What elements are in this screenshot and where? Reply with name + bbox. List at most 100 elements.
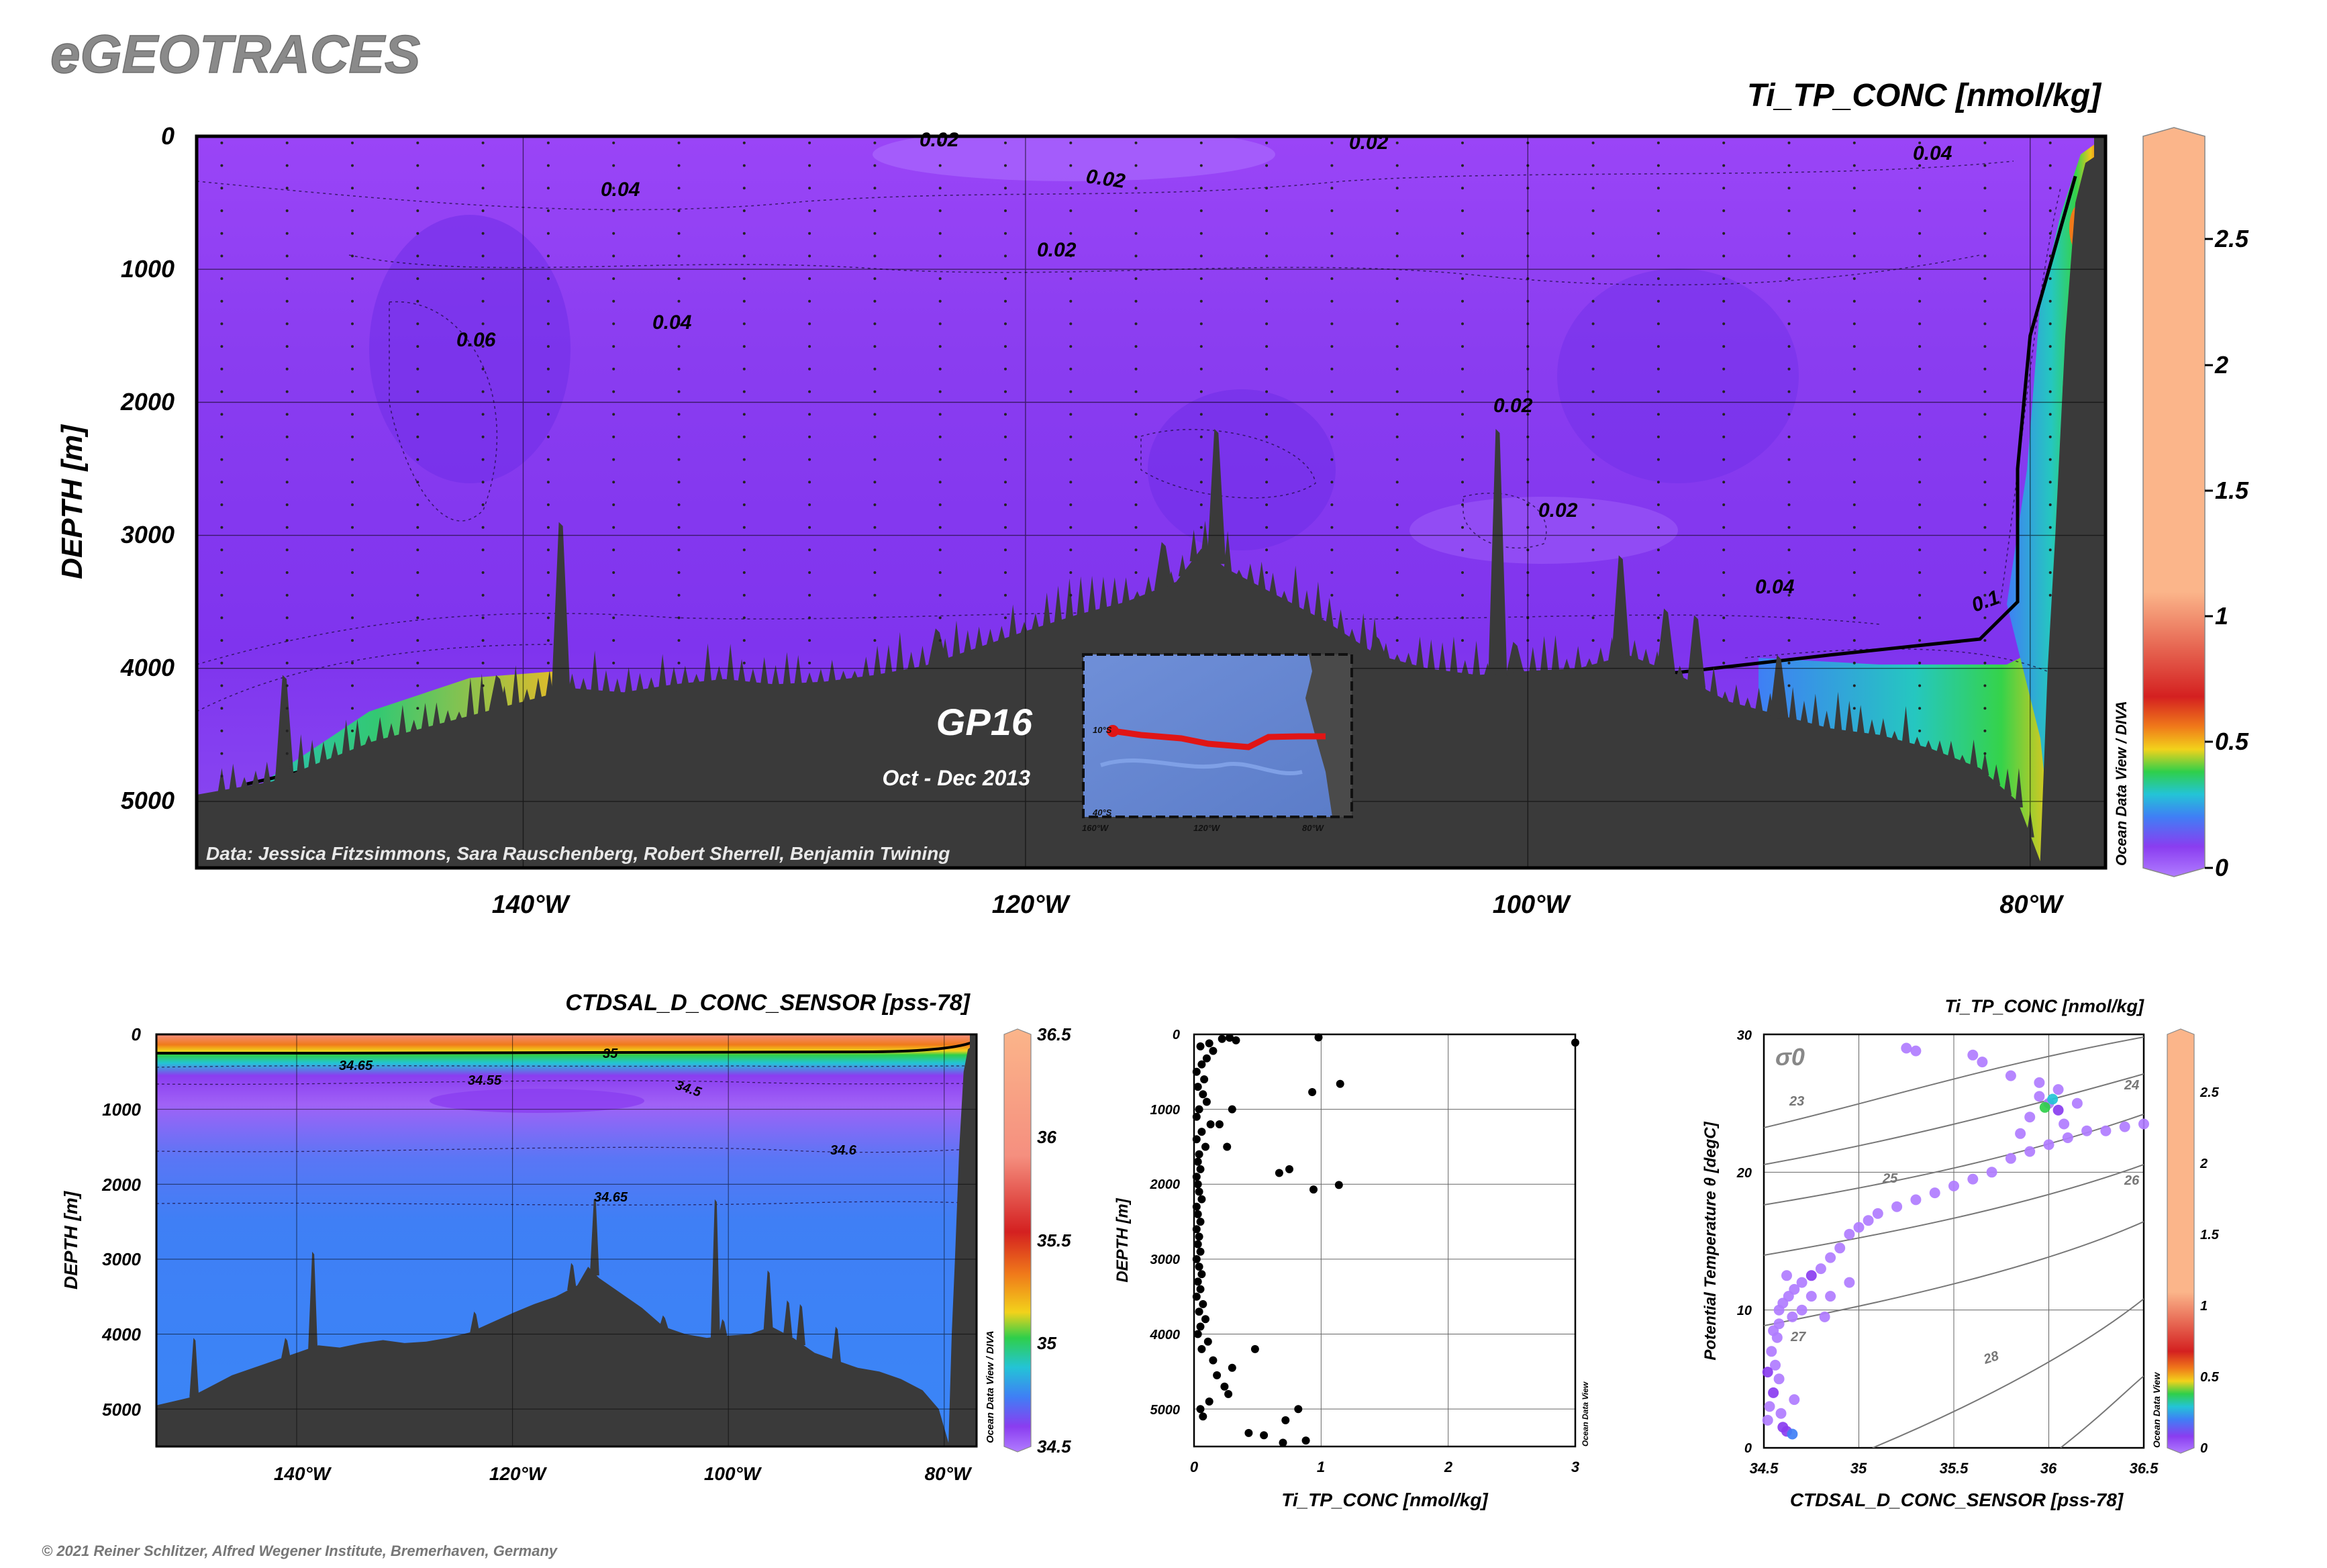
station-sample-dot [1591,503,1595,506]
ts-point [1967,1173,1979,1185]
seafloor-ridge-spike [1687,671,1695,685]
station-sample-dot [1918,593,1922,597]
station-sample-dot [1265,232,1269,235]
ti-blob [369,215,571,483]
station-sample-dot [1787,345,1791,348]
station-sample-dot [808,345,811,348]
seafloor-ridge-spike [1224,530,1232,573]
station-sample-dot [1330,435,1334,438]
colorbar-tick-label: 1 [2215,602,2228,630]
station-sample-dot [1395,299,1399,303]
station-sample-dot [351,458,354,461]
station-sample-dot [612,164,615,167]
salinity-contour-label: 34.55 [468,1073,502,1088]
station-sample-dot [1722,345,1726,348]
station-sample-dot [612,503,615,506]
station-sample-dot [1199,254,1203,258]
station-sample-dot [416,322,419,326]
ts-y-tick-label: 30 [1737,1028,1752,1043]
station-sample-dot [2048,187,2052,190]
station-sample-dot [1983,661,1987,665]
seafloor-ridge-spike [1528,646,1537,674]
seafloor-ridge-spike [229,763,238,791]
profile-point [1200,1075,1209,1083]
station-sample-dot [742,571,746,574]
station-sample-dot [612,299,615,303]
profile-point [1195,1187,1203,1196]
cruise-label: GP16 [936,701,1033,743]
ts-point [2071,1097,2083,1109]
station-sample-dots [220,141,2052,778]
profile-point [1232,1036,1240,1044]
station-sample-dot [285,299,289,303]
station-sample-dot [1983,435,1987,438]
station-sample-dot [351,639,354,642]
station-sample-dot [1656,141,1660,144]
station-sample-dot [1330,390,1334,393]
salinity-colorbar-tick-label: 36 [1037,1127,1056,1147]
ts-point [1819,1311,1830,1322]
profile-point [1199,1300,1207,1308]
contour-label: 0.06 [456,329,496,351]
station-sample-dot [1591,435,1595,438]
station-sample-dot [1918,254,1922,258]
inset-lat-label: 10°S [1093,725,1112,735]
salinity-odv-watermark: Ocean Data View / DIVA [985,1330,996,1443]
ts-odv-watermark: Ocean Data View [2151,1372,2162,1448]
ti-blob [1148,389,1336,550]
ts-x-tick-label: 36.5 [2130,1460,2159,1477]
station-sample-dot [1330,299,1334,303]
station-sample-dot [1395,526,1399,529]
station-sample-dot [1852,661,1856,665]
station-sample-dot [938,187,942,190]
station-sample-dot [1591,571,1595,574]
station-sample-dot [220,254,224,258]
station-sample-dot [416,661,419,665]
profile-point [1215,1120,1224,1128]
station-sample-dot [1852,503,1856,506]
seafloor-ridge-spike [1789,687,1797,722]
profile-point [1223,1142,1232,1151]
seafloor-ridge-spike [997,626,1006,642]
station-sample-dot [1918,684,1922,687]
station-sample-dot [677,164,681,167]
ts-point [1773,1318,1785,1330]
station-sample-dot [742,593,746,597]
station-sample-dot [1852,458,1856,461]
station-sample-dot [938,232,942,235]
station-sample-dot [481,661,485,665]
station-sample-dot [416,164,419,167]
station-sample-dot [1852,526,1856,529]
station-sample-dot [808,164,811,167]
station-sample-dot [1918,390,1922,393]
station-sample-dot [1983,413,1987,416]
station-sample-dot [481,277,485,281]
station-sample-dot [220,503,224,506]
seafloor-ridge-spike [1314,581,1322,620]
seafloor-ridge-spike [1269,573,1277,596]
station-sample-dot [1722,616,1726,620]
station-sample-dot [873,390,877,393]
station-sample-dot [546,345,550,348]
seafloor-ridge-spike [1110,577,1119,608]
profile-point [1202,1097,1211,1106]
station-sample-dot [1265,458,1269,461]
salinity-y-tick-label: 0 [132,1024,142,1044]
seafloor-ridge-spike [1291,565,1300,608]
station-sample-dot [1395,413,1399,416]
station-sample-dot [2048,548,2052,552]
station-sample-dot [742,232,746,235]
station-sample-dot [1134,435,1138,438]
station-sample-dot [1787,616,1791,620]
station-sample-dot [677,254,681,258]
profile-point [1279,1438,1287,1447]
station-sample-dot [1787,639,1791,642]
salinity-x-tick-label: 100°W [704,1463,762,1484]
station-sample-dot [481,435,485,438]
seafloor-ridge-spike [601,670,610,694]
station-sample-dot [1852,277,1856,281]
station-sample-dot [808,254,811,258]
station-sample-dot [1983,345,1987,348]
station-sample-dot [546,209,550,212]
contour-line [1463,493,1547,549]
